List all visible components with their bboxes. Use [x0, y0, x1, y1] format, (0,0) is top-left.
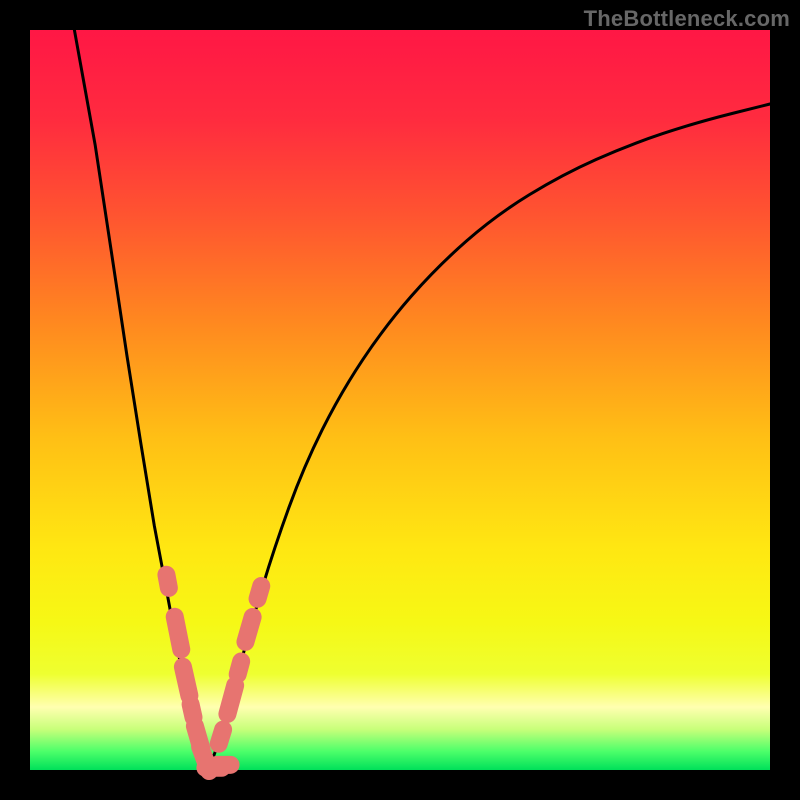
figure-frame: TheBottleneck.com — [0, 0, 800, 800]
bead-right-0 — [219, 730, 223, 744]
bead-right-4 — [258, 586, 262, 599]
bead-left-3 — [191, 704, 194, 717]
bead-right-3 — [245, 617, 252, 642]
bead-right-1 — [227, 685, 235, 714]
bead-right-2 — [238, 661, 241, 674]
bottleneck-chart — [0, 0, 800, 800]
bead-left-1 — [175, 617, 182, 650]
gradient-background — [30, 30, 770, 770]
bead-left-0 — [166, 575, 168, 588]
bead-left-2 — [183, 667, 189, 696]
